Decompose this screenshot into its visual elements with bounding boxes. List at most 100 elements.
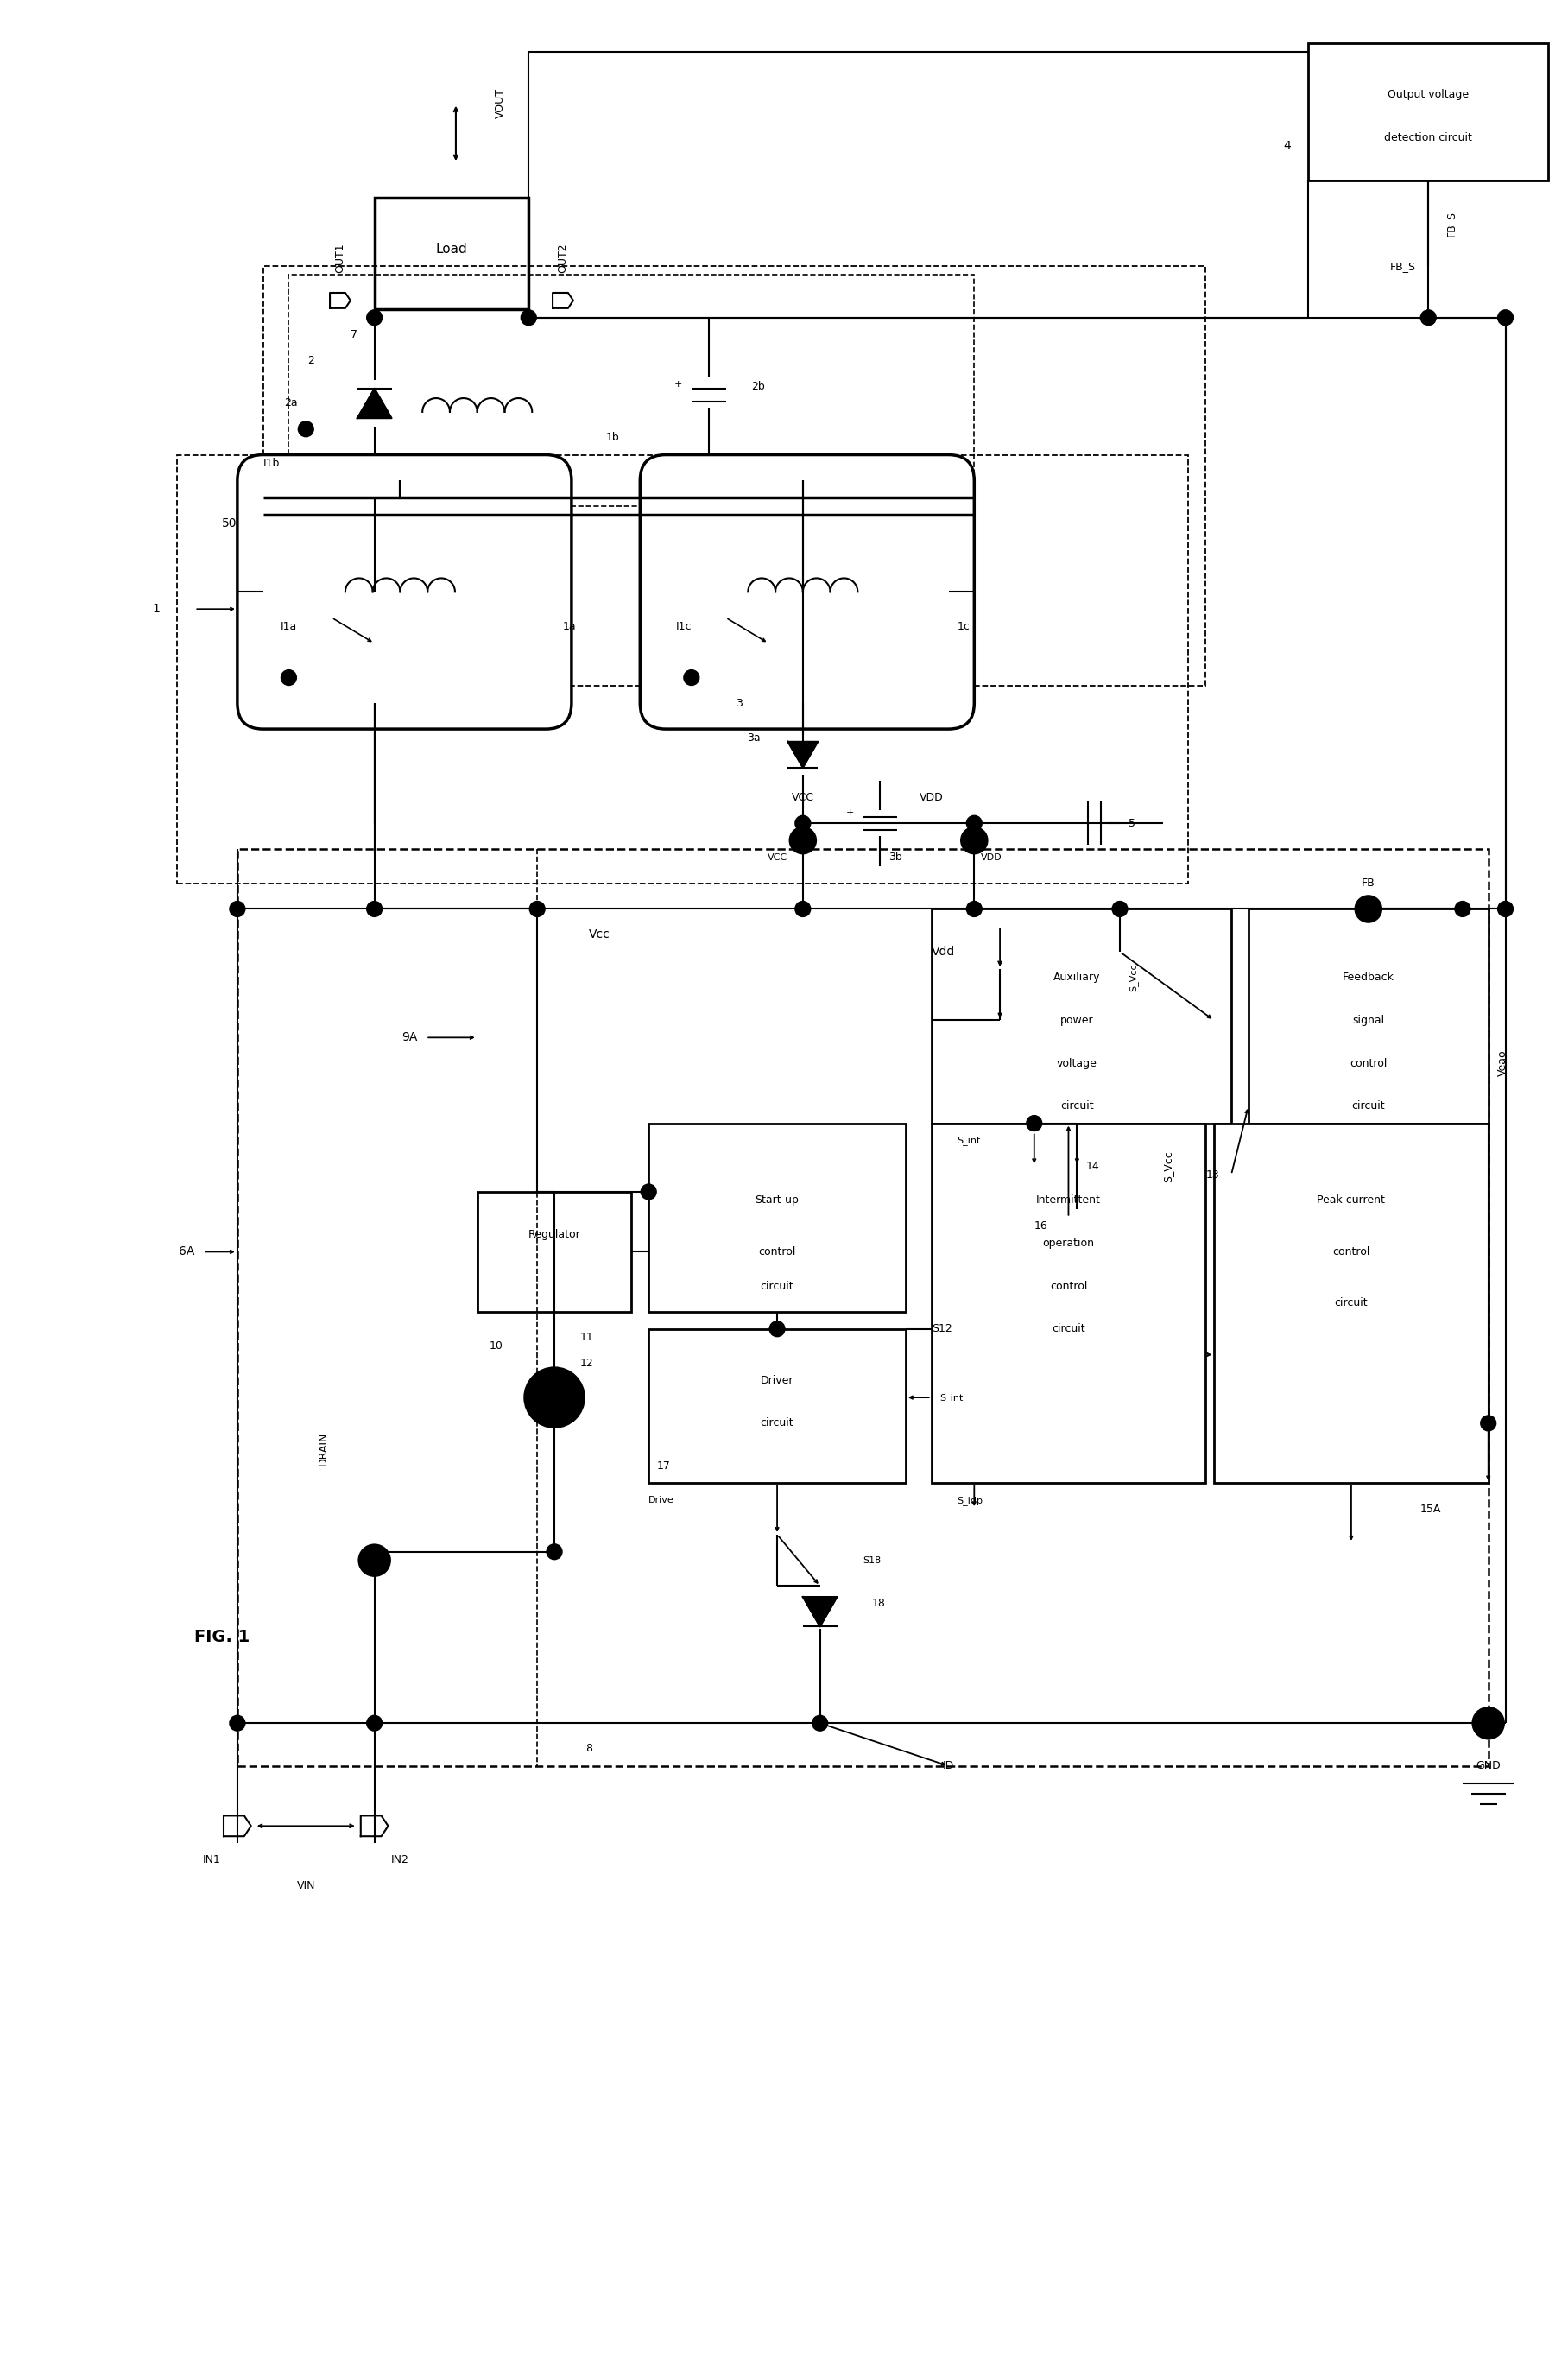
Text: 13: 13 (1206, 1168, 1220, 1180)
Text: VIN: VIN (296, 1881, 315, 1890)
Text: 5: 5 (1129, 817, 1135, 829)
Text: power: power (1060, 1014, 1094, 1026)
Circle shape (524, 1368, 585, 1427)
Text: 10: 10 (489, 1339, 503, 1351)
Text: Auxiliary: Auxiliary (1054, 971, 1101, 983)
Text: signal: signal (1352, 1014, 1385, 1026)
Circle shape (530, 900, 546, 917)
Text: FB: FB (1361, 879, 1375, 888)
Text: +: + (845, 808, 855, 817)
Text: Driver: Driver (760, 1375, 793, 1387)
Bar (177, 454, 1189, 884)
FancyBboxPatch shape (237, 454, 571, 729)
FancyBboxPatch shape (640, 454, 974, 729)
Circle shape (641, 1185, 657, 1199)
Circle shape (1355, 895, 1381, 922)
Text: Load: Load (436, 242, 467, 256)
Text: 1: 1 (152, 603, 160, 615)
Circle shape (961, 826, 988, 853)
Text: Feedback: Feedback (1342, 971, 1394, 983)
Text: S12: S12 (931, 1323, 952, 1335)
Text: 2a: 2a (284, 397, 298, 408)
Text: FIG. 1: FIG. 1 (194, 1629, 249, 1646)
Text: circuit: circuit (760, 1280, 793, 1292)
Bar (931, 1123, 1206, 1482)
Text: 2: 2 (307, 354, 315, 366)
Circle shape (521, 309, 536, 325)
Text: OUT1: OUT1 (334, 242, 347, 273)
Circle shape (298, 420, 314, 437)
Bar (649, 1330, 906, 1482)
Text: circuit: circuit (1052, 1323, 1085, 1335)
Bar (1248, 910, 1488, 1123)
Bar (263, 266, 1206, 686)
Text: circuit: circuit (1060, 1100, 1094, 1112)
Bar (375, 197, 528, 309)
Text: 3b: 3b (889, 853, 902, 862)
Text: VDD: VDD (980, 853, 1002, 862)
Text: circuit: circuit (760, 1418, 793, 1430)
Circle shape (1112, 900, 1127, 917)
Circle shape (684, 670, 699, 686)
Circle shape (547, 1544, 561, 1560)
Circle shape (966, 900, 982, 917)
Text: Start-up: Start-up (756, 1195, 800, 1206)
Circle shape (795, 900, 811, 917)
Bar (289, 276, 974, 506)
Text: VDD: VDD (919, 791, 944, 803)
Text: 8: 8 (585, 1743, 593, 1755)
Text: VCC: VCC (792, 791, 814, 803)
Bar (477, 1192, 632, 1311)
Text: 11: 11 (580, 1332, 594, 1344)
Text: ID: ID (942, 1760, 955, 1772)
Text: 7: 7 (350, 330, 358, 340)
Text: voltage: voltage (1057, 1057, 1098, 1069)
Text: control: control (1350, 1057, 1388, 1069)
Text: +: + (674, 380, 682, 390)
Text: 17: 17 (657, 1461, 671, 1472)
Polygon shape (787, 741, 818, 767)
Circle shape (812, 1715, 828, 1731)
Text: S_Vcc: S_Vcc (1163, 1150, 1174, 1183)
Text: 1a: 1a (563, 620, 577, 632)
Bar (649, 1123, 906, 1311)
Polygon shape (803, 1596, 837, 1627)
Text: circuit: circuit (1352, 1100, 1385, 1112)
Text: VCC: VCC (767, 853, 787, 862)
Text: I1c: I1c (676, 620, 691, 632)
Text: 4: 4 (1284, 140, 1290, 152)
Text: 14: 14 (1085, 1161, 1099, 1171)
Circle shape (1027, 1116, 1041, 1130)
Bar (1308, 43, 1548, 180)
Text: IN1: IN1 (202, 1855, 221, 1867)
Text: FB_S: FB_S (1446, 211, 1457, 235)
Polygon shape (358, 390, 392, 418)
Circle shape (367, 1715, 383, 1731)
Text: Peak current: Peak current (1317, 1195, 1385, 1206)
Text: GND: GND (1475, 1760, 1501, 1772)
Text: operation: operation (1043, 1237, 1094, 1249)
Text: Vdd: Vdd (931, 945, 955, 957)
Text: detection circuit: detection circuit (1385, 133, 1472, 142)
Text: control: control (1333, 1247, 1370, 1256)
Circle shape (966, 815, 982, 831)
Text: control: control (759, 1247, 797, 1256)
Bar (1214, 1123, 1488, 1482)
Text: circuit: circuit (1334, 1297, 1367, 1309)
Text: 3a: 3a (746, 732, 760, 743)
Bar (931, 910, 1231, 1123)
Text: 3: 3 (735, 698, 743, 708)
Circle shape (795, 815, 811, 831)
Circle shape (367, 309, 383, 325)
Text: S_int: S_int (939, 1392, 964, 1401)
Text: Output voltage: Output voltage (1388, 90, 1469, 100)
Circle shape (229, 1715, 245, 1731)
Text: S_idp: S_idp (956, 1496, 983, 1506)
Text: Veao: Veao (1497, 1050, 1508, 1076)
Text: 1b: 1b (605, 432, 619, 444)
Circle shape (1421, 309, 1436, 325)
Circle shape (1497, 309, 1513, 325)
Circle shape (1497, 900, 1513, 917)
Text: 9A: 9A (401, 1031, 417, 1043)
Text: 15A: 15A (1419, 1503, 1441, 1515)
